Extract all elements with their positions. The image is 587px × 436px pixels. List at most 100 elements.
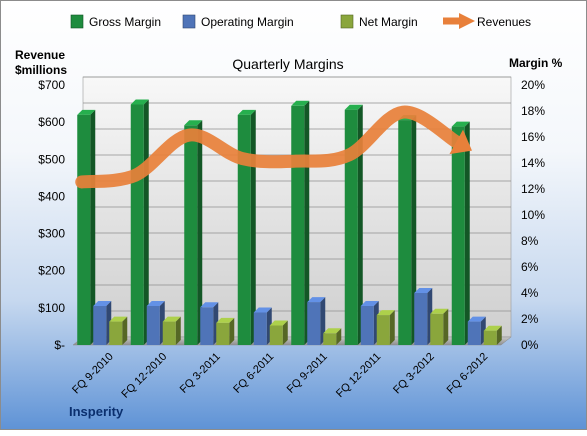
bar <box>323 333 337 345</box>
bar <box>307 302 321 345</box>
bar-top <box>291 100 310 106</box>
chart-title: Quarterly Margins <box>232 56 343 72</box>
legend-label: Revenues <box>477 15 531 29</box>
bar-top <box>253 307 272 313</box>
category-label: FQ 6-2012 <box>445 351 491 397</box>
right-tick-label: 10% <box>521 208 545 222</box>
right-tick-label: 6% <box>521 260 539 274</box>
left-tick-label: $100 <box>38 301 65 315</box>
category-label: FQ 6-2011 <box>231 351 276 396</box>
bar-side <box>443 308 449 345</box>
bar-side <box>250 109 256 346</box>
category-label: FQ 12-2011 <box>334 351 383 400</box>
left-tick-label: $300 <box>38 227 65 241</box>
category-label: FQ 9-2010 <box>70 351 116 397</box>
bar <box>430 313 444 345</box>
bar <box>109 321 123 345</box>
bar-top <box>130 99 149 105</box>
bar <box>146 306 160 345</box>
revenue-arrowhead <box>449 129 472 155</box>
left-axis-title-line2: $millions <box>15 63 67 77</box>
bar-side <box>122 316 128 345</box>
bar-side <box>496 325 502 345</box>
legend-swatch <box>182 14 196 29</box>
bar-side <box>175 316 181 345</box>
left-tick-label: $500 <box>38 152 65 166</box>
bar-top <box>323 328 342 334</box>
bar-side <box>229 317 235 345</box>
bar-top <box>200 302 219 308</box>
bar <box>200 307 214 345</box>
bar-top <box>237 109 256 115</box>
bar-top <box>216 317 235 323</box>
legend-swatch <box>340 14 354 29</box>
bar-side <box>464 121 470 345</box>
legend-arrow-swatch <box>459 13 475 29</box>
bar-top <box>146 301 165 306</box>
bar <box>451 126 465 345</box>
right-tick-label: 16% <box>521 130 545 144</box>
bar-top <box>307 297 326 303</box>
category-label: FQ 3-2011 <box>178 351 223 396</box>
right-tick-label: 14% <box>521 156 545 170</box>
category-label: FQ 3-2012 <box>391 351 437 397</box>
legend-label: Net Margin <box>359 15 418 29</box>
bar-top <box>360 301 379 306</box>
right-tick-label: 18% <box>521 104 545 118</box>
bar <box>376 315 390 345</box>
bar-side <box>282 320 288 345</box>
bar <box>130 104 144 345</box>
bar-side <box>336 328 342 345</box>
left-tick-label: $200 <box>38 264 65 278</box>
bar-top <box>414 288 433 293</box>
right-axis-title: Margin % <box>509 56 563 70</box>
bar <box>216 322 230 345</box>
bar <box>237 114 251 346</box>
bar-top <box>376 310 395 316</box>
bar-top <box>467 316 486 322</box>
bar-top <box>344 104 363 110</box>
bar <box>360 306 374 345</box>
left-axis-title-line1: Revenue <box>15 48 65 62</box>
footer-label: Insperity <box>69 404 124 419</box>
revenue-line <box>75 105 463 189</box>
bar-top <box>93 301 112 306</box>
bar <box>344 109 358 345</box>
right-tick-label: 2% <box>521 312 539 326</box>
bar-top <box>184 120 203 126</box>
bar-side <box>197 120 203 345</box>
bar <box>77 114 91 346</box>
left-tick-label: $600 <box>38 115 65 129</box>
bar-side <box>90 109 96 346</box>
right-tick-label: 4% <box>521 286 539 300</box>
bar-top <box>109 316 128 322</box>
bar <box>269 325 283 345</box>
left-tick-label: $- <box>54 338 65 352</box>
right-tick-label: 12% <box>521 182 545 196</box>
legend-label: Operating Margin <box>201 15 294 29</box>
bar-top <box>483 325 502 331</box>
bar-top <box>162 316 181 322</box>
bar <box>253 312 267 345</box>
left-tick-label: $700 <box>38 78 65 92</box>
bar-side <box>389 310 395 345</box>
right-tick-label: 0% <box>521 338 539 352</box>
bar <box>184 125 198 345</box>
bar <box>414 293 428 345</box>
bar <box>483 330 497 345</box>
bar-top <box>269 320 288 326</box>
bar <box>467 321 481 345</box>
bar-top <box>451 121 470 127</box>
category-label: FQ 12-2010 <box>119 351 169 401</box>
right-tick-label: 8% <box>521 234 539 248</box>
bar-side <box>357 104 363 345</box>
bar <box>162 321 176 345</box>
bar <box>291 105 305 345</box>
right-tick-label: 20% <box>521 78 545 92</box>
bar <box>93 306 107 345</box>
bar-top <box>430 308 449 314</box>
legend-swatch <box>70 14 84 29</box>
category-label: FQ 9-2011 <box>285 351 330 396</box>
